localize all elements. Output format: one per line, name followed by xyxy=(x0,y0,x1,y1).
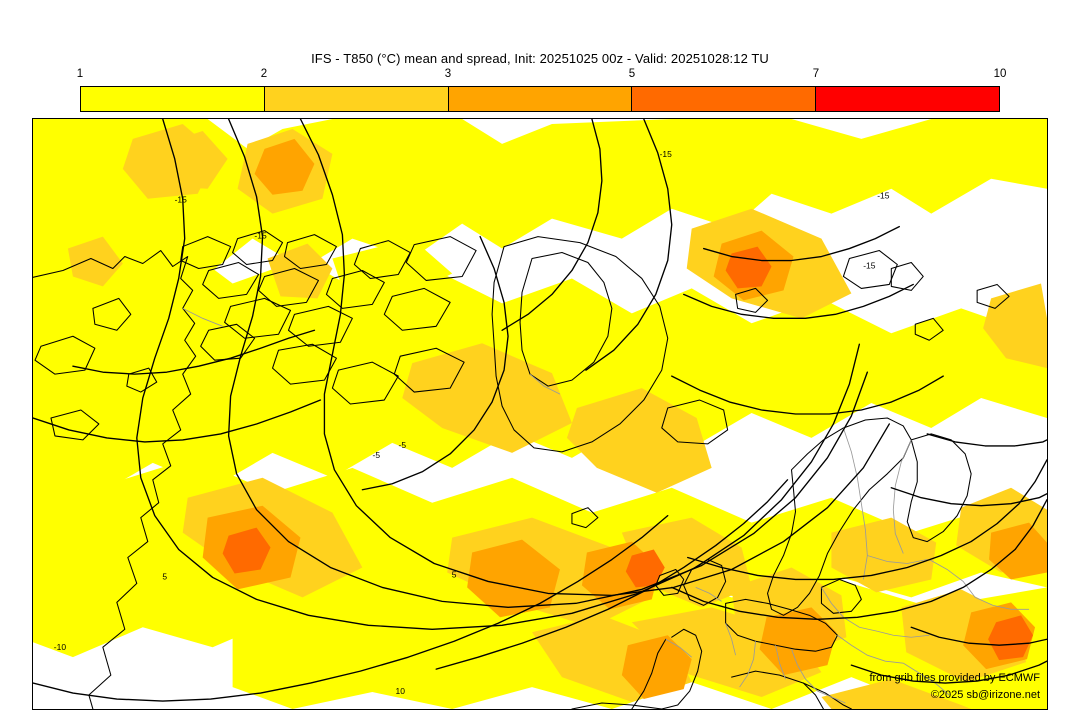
spread-shading-layer xyxy=(33,119,1047,709)
svg-text:-5: -5 xyxy=(373,450,381,460)
map-canvas: -15 -15 -15 -15 -15 -5 -5 5 5 10 -10 xyxy=(33,119,1047,709)
svg-text:5: 5 xyxy=(452,569,457,579)
colorbar-tick-5: 10 xyxy=(993,68,1007,80)
svg-text:-15: -15 xyxy=(175,195,188,205)
colorbar-tick-1: 2 xyxy=(260,68,268,80)
colorbar-segment-2-3 xyxy=(264,87,449,111)
svg-text:-15: -15 xyxy=(254,231,267,241)
country-border-layer xyxy=(182,307,1030,704)
svg-text:-5: -5 xyxy=(399,440,407,450)
colorbar-strip xyxy=(80,86,1000,112)
colorbar-tick-2: 3 xyxy=(444,68,452,80)
credit-copyright: ©2025 sb@irizone.net xyxy=(930,689,1040,701)
map-panel[interactable]: -15 -15 -15 -15 -15 -5 -5 5 5 10 -10 xyxy=(32,118,1048,710)
colorbar-segment-7-10 xyxy=(816,87,999,111)
colorbar-tick-3: 5 xyxy=(628,68,636,80)
contour-label-layer: -15 -15 -15 -15 -15 -5 -5 5 5 10 -10 xyxy=(54,149,890,696)
mean-contour-layer xyxy=(33,119,1047,702)
credit-source: from grib files provided by ECMWF xyxy=(869,672,1040,684)
svg-text:-15: -15 xyxy=(660,149,673,159)
page-title: IFS - T850 (°C) mean and spread, Init: 2… xyxy=(311,51,769,66)
colorbar-tick-labels: 1 2 3 5 7 10 xyxy=(76,68,1007,84)
colorbar-tick-4: 7 xyxy=(812,68,820,80)
colorbar xyxy=(80,86,1000,112)
svg-text:-15: -15 xyxy=(863,260,876,270)
svg-text:5: 5 xyxy=(162,571,167,581)
svg-text:-15: -15 xyxy=(877,191,890,201)
colorbar-tick-0: 1 xyxy=(76,68,84,80)
svg-text:10: 10 xyxy=(396,686,406,696)
colorbar-segment-1-2 xyxy=(81,87,265,111)
colorbar-segment-5-7 xyxy=(632,87,817,111)
svg-text:-10: -10 xyxy=(54,642,67,652)
colorbar-segment-3-5 xyxy=(448,87,633,111)
